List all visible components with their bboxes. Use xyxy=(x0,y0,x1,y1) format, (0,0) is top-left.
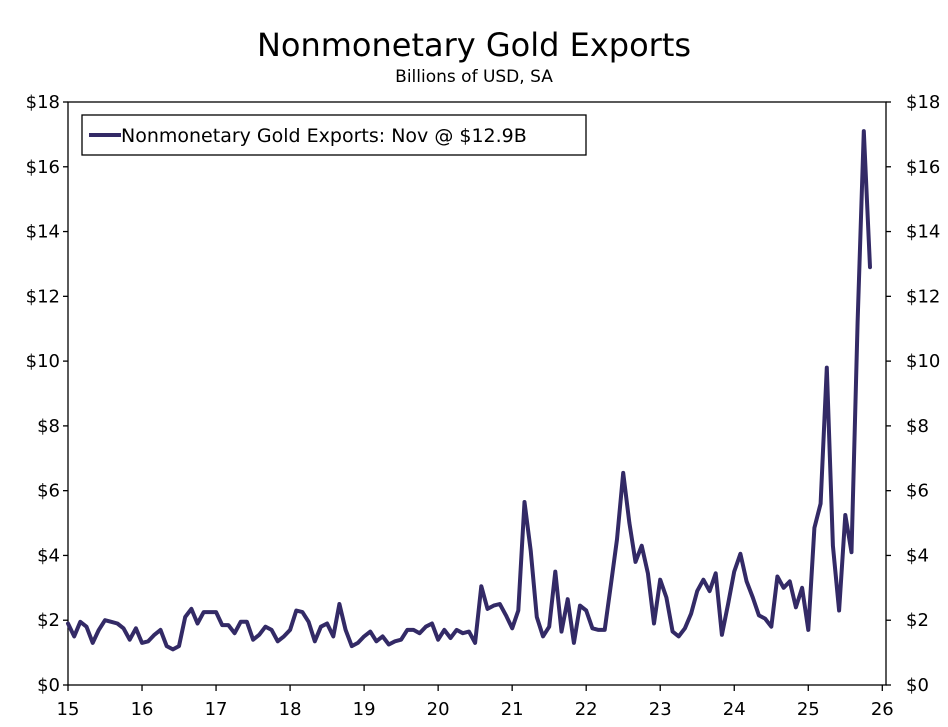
y-tick-label-right: $12 xyxy=(906,286,940,307)
x-tick-label: 16 xyxy=(131,699,154,720)
x-tick-label: 19 xyxy=(353,699,376,720)
x-tick-label: 24 xyxy=(723,699,746,720)
y-tick-label-right: $18 xyxy=(906,92,940,113)
x-tick-label: 26 xyxy=(871,699,894,720)
y-tick-label-left: $14 xyxy=(26,222,60,243)
y-tick-label-right: $14 xyxy=(906,222,940,243)
y-tick-label-left: $16 xyxy=(26,157,60,178)
y-tick-label-left: $6 xyxy=(37,481,60,502)
y-tick-label-right: $0 xyxy=(906,675,929,696)
series-line-gold-exports xyxy=(66,129,872,652)
legend-box xyxy=(81,114,587,156)
x-axis: 15 16 17 18 19 20 21 22 23 24 25 26 xyxy=(57,685,894,720)
x-tick-label: 23 xyxy=(649,699,672,720)
y-tick-label-left: $12 xyxy=(26,286,60,307)
x-tick-label: 17 xyxy=(205,699,228,720)
chart-title: Nonmonetary Gold Exports xyxy=(257,26,691,64)
y-tick-label-left: $8 xyxy=(37,416,60,437)
x-tick-label: 25 xyxy=(797,699,820,720)
y-tick-label-right: $2 xyxy=(906,610,929,631)
y-axis-left: $0 $2 $4 $6 $8 $10 $12 $14 $16 $18 xyxy=(26,92,68,696)
y-tick-label-right: $10 xyxy=(906,351,940,372)
y-tick-label-right: $16 xyxy=(906,157,940,178)
y-tick-label-left: $2 xyxy=(37,610,60,631)
y-axis-right: $0 $2 $4 $6 $8 $10 $12 $14 $16 $18 xyxy=(886,92,940,696)
x-tick-label: 20 xyxy=(427,699,450,720)
y-tick-label-right: $4 xyxy=(906,545,929,566)
y-tick-label-right: $8 xyxy=(906,416,929,437)
x-tick-label: 18 xyxy=(279,699,302,720)
y-tick-label-left: $0 xyxy=(37,675,60,696)
y-tick-label-left: $10 xyxy=(26,351,60,372)
y-tick-label-right: $6 xyxy=(906,481,929,502)
legend: Nonmonetary Gold Exports: Nov @ $12.9B xyxy=(81,114,587,156)
x-tick-label: 21 xyxy=(501,699,524,720)
x-tick-label: 15 xyxy=(57,699,80,720)
legend-label: Nonmonetary Gold Exports: Nov @ $12.9B xyxy=(121,125,527,147)
y-tick-label-left: $4 xyxy=(37,545,60,566)
plot-area-frame xyxy=(67,101,887,686)
x-tick-label: 22 xyxy=(575,699,598,720)
y-tick-label-left: $18 xyxy=(26,92,60,113)
chart-subtitle: Billions of USD, SA xyxy=(395,67,553,87)
